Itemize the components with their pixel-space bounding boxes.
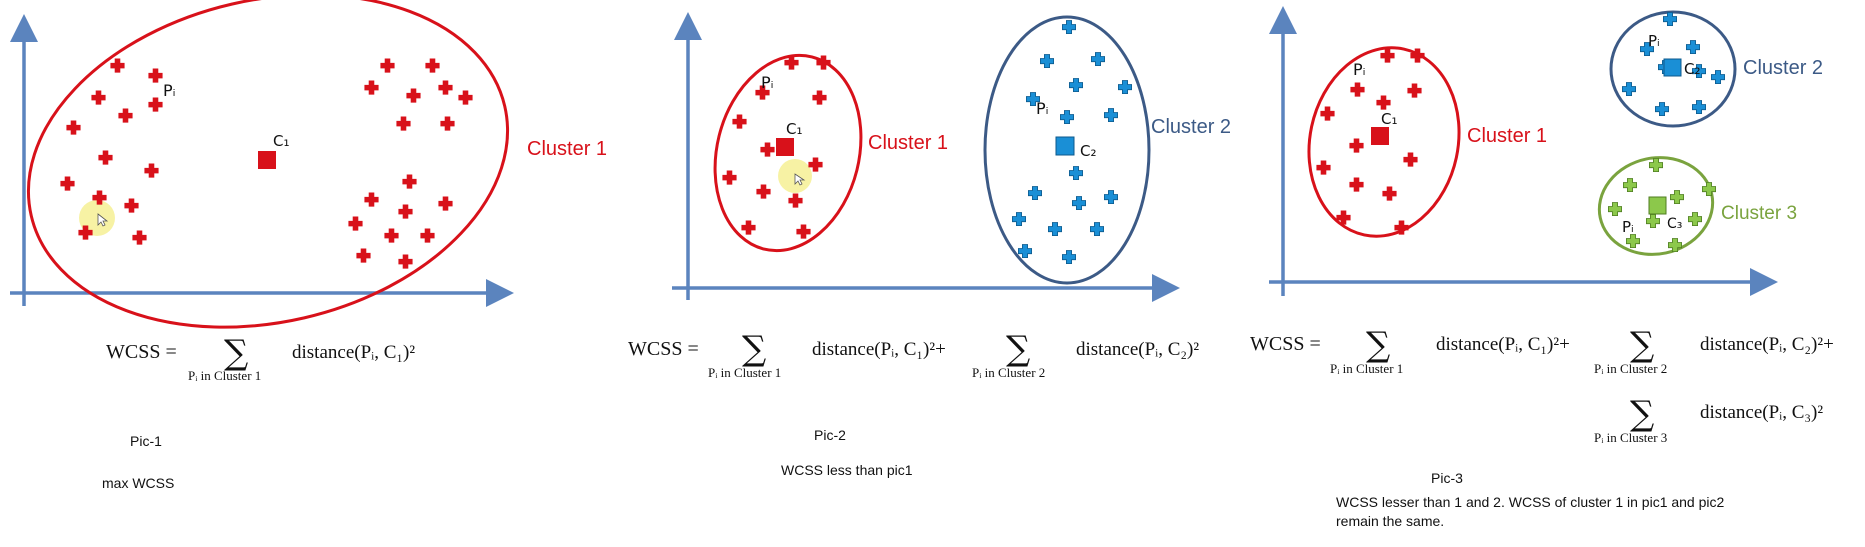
cluster-1-outline <box>713 53 863 253</box>
caption-pic3-note: WCSS lesser than 1 and 2. WCSS of cluste… <box>1336 494 1725 529</box>
caption-pic3-title: Pic-3 <box>1431 470 1463 486</box>
panel-pic1: Pᵢ C₁ Cluster 1 WCSS = ∑ Pᵢ in Cluster 1… <box>10 0 607 383</box>
cluster-1-label: Cluster 1 <box>1467 125 1547 147</box>
formula-lhs: WCSS = <box>106 341 177 363</box>
cluster-2-label: Cluster 2 <box>1743 57 1823 79</box>
formula-pic1: WCSS = ∑ Pᵢ in Cluster 1 distance(Pᵢ, C₁… <box>106 333 415 383</box>
sigma-icon: ∑ <box>1630 394 1654 434</box>
centroid-c1 <box>258 151 276 169</box>
centroid-c1-label: C₁ <box>1381 110 1398 128</box>
panel-pic2: Pᵢ Pᵢ C₁ C₂ Cluster 1 Cluster 2 WCSS = ∑… <box>628 11 1231 380</box>
point-pi-label-cluster-2: Pᵢ <box>1036 99 1049 118</box>
cluster-1-outline <box>1307 46 1461 238</box>
mouse-cursor-icon <box>794 173 806 186</box>
formula-pic3: WCSS = ∑ Pᵢ in Cluster 1 distance(Pᵢ, C₁… <box>1250 325 1834 445</box>
cluster-1-outline <box>26 0 510 329</box>
centroid-c1 <box>1371 127 1389 145</box>
centroid-c3-label: C₃ <box>1667 216 1682 232</box>
sigma-icon: ∑ <box>1006 329 1030 369</box>
formula-term: distance(Pᵢ, C₃)² <box>1700 402 1823 423</box>
sigma-icon: ∑ <box>224 333 248 373</box>
centroid-c2-label: C₂ <box>1080 142 1097 160</box>
caption-pic2-note: WCSS less than pic1 <box>781 462 913 478</box>
sigma-icon: ∑ <box>1630 325 1654 365</box>
centroid-c1 <box>776 138 794 156</box>
point-pi-label-cluster-1: Pᵢ <box>1353 60 1366 79</box>
formula-sum-subscript: Pᵢ in Cluster 2 <box>972 365 1045 380</box>
cluster-1-points <box>1316 48 1425 235</box>
cluster-2-label: Cluster 2 <box>1151 116 1231 138</box>
caption-pic1-title: Pic-1 <box>130 433 162 449</box>
caption-pic2-title: Pic-2 <box>814 427 846 443</box>
formula-sum-subscript: Pᵢ in Cluster 1 <box>1330 361 1403 376</box>
caption-pic1-note: max WCSS <box>102 475 175 491</box>
formula-sum-subscript: Pᵢ in Cluster 1 <box>188 368 261 383</box>
formula-term: distance(Pᵢ, C₁)²+ <box>1436 334 1570 355</box>
formula-pic2: WCSS = ∑ Pᵢ in Cluster 1 distance(Pᵢ, C₁… <box>628 329 1199 380</box>
formula-term: distance(Pᵢ, C₁)² <box>292 342 415 363</box>
mouse-cursor-icon <box>97 213 109 227</box>
centroid-c2 <box>1055 136 1075 156</box>
cluster-2-outline <box>1609 10 1737 128</box>
point-pi-label-cluster-3: Pᵢ <box>1622 218 1634 236</box>
formula-term: distance(Pᵢ, C₂)²+ <box>1700 334 1834 355</box>
formula-term: distance(Pᵢ, C₂)² <box>1076 339 1199 360</box>
centroid-c1-label: C₁ <box>273 132 290 150</box>
point-pi-label-cluster-2: Pᵢ <box>1648 32 1660 50</box>
sigma-icon: ∑ <box>742 329 766 369</box>
formula-sum-subscript: Pᵢ in Cluster 2 <box>1594 361 1667 376</box>
cluster-1-label: Cluster 1 <box>868 132 948 154</box>
point-pi-label-cluster-1: Pᵢ <box>761 73 774 92</box>
sigma-icon: ∑ <box>1366 325 1390 365</box>
centroid-c1-label: C₁ <box>786 120 803 138</box>
panel-pic3: Pᵢ Pᵢ Pᵢ C₁ C₂ C₃ Cluster 1 Cluster 2 Cl… <box>1250 5 1834 445</box>
cluster-1-label: Cluster 1 <box>527 138 607 160</box>
centroid-c2 <box>1663 58 1682 77</box>
formula-sum-subscript: Pᵢ in Cluster 3 <box>1594 430 1667 445</box>
formula-lhs: WCSS = <box>1250 333 1321 355</box>
cluster-3-label: Cluster 3 <box>1721 203 1797 224</box>
formula-sum-subscript: Pᵢ in Cluster 1 <box>708 365 781 380</box>
formula-lhs: WCSS = <box>628 338 699 360</box>
centroid-c2-label: C₂ <box>1684 60 1701 78</box>
centroid-c3 <box>1648 196 1667 215</box>
point-pi-label: Pᵢ <box>163 81 176 100</box>
formula-term: distance(Pᵢ, C₁)²+ <box>812 339 946 360</box>
cluster-2-outline <box>983 15 1151 285</box>
